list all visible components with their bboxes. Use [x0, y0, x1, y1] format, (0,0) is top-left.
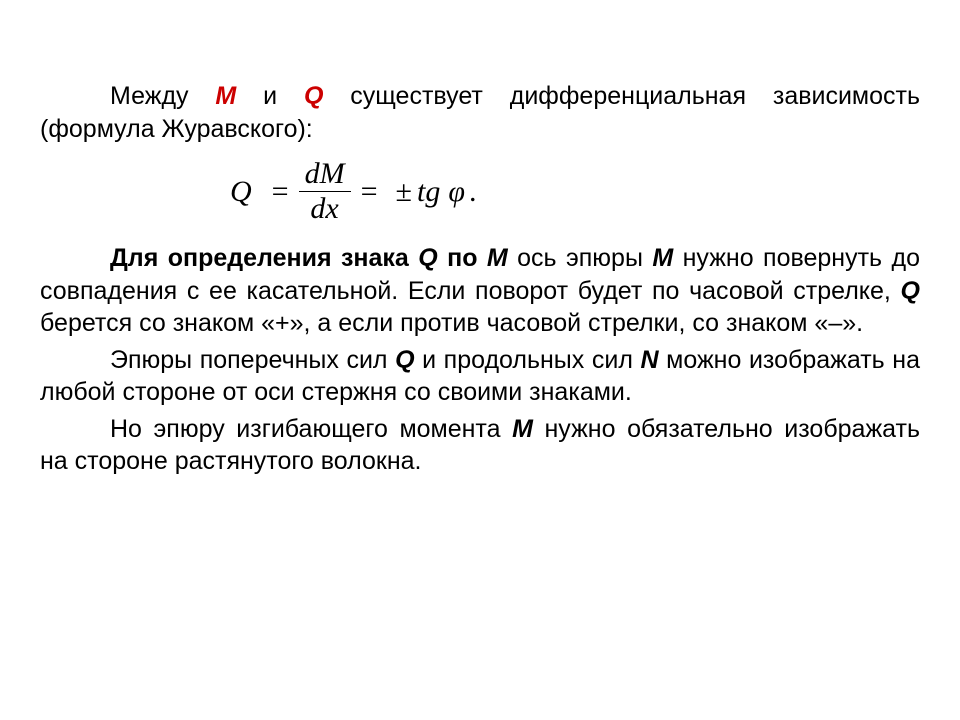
p1-pre: Между: [110, 82, 215, 110]
p2-M1: М: [487, 244, 508, 272]
p1-mid1: и: [236, 82, 304, 110]
paragraph-3: Эпюры поперечных сил Q и продольных сил …: [40, 344, 920, 409]
p3-lead: Эпюры поперечных сил: [110, 346, 395, 374]
paragraph-2: Для определения знака Q по М ось эпюры М…: [40, 242, 920, 340]
p3-N: N: [641, 346, 659, 374]
formula-Q: Q: [230, 172, 252, 211]
p2-Q2: Q: [901, 277, 920, 305]
p1-Q: Q: [304, 82, 323, 110]
p3-Q: Q: [395, 346, 414, 374]
p2-M2: М: [652, 244, 673, 272]
formula-den: dx: [304, 192, 344, 224]
formula-phi: φ: [448, 172, 465, 211]
p3-mid: и продольных сил: [415, 346, 641, 374]
formula-eq1: =: [272, 172, 289, 211]
formula-period: .: [469, 172, 477, 211]
formula-pm: ±: [396, 172, 412, 211]
p2-mid1: по: [438, 244, 487, 272]
formula-num: dM: [299, 159, 351, 191]
p2-rest2: берется со знаком «+», а если против час…: [40, 309, 863, 337]
p2-lead: Для определения знака: [110, 244, 418, 272]
document-page: Между М и Q существует дифференциальная …: [0, 0, 960, 518]
p1-M: М: [215, 82, 236, 110]
p4-M: М: [512, 415, 533, 443]
paragraph-1: Между М и Q существует дифференциальная …: [40, 80, 920, 145]
formula-fraction: dM dx: [299, 159, 351, 224]
p2-mid2: ось эпюры: [508, 244, 653, 272]
formula-eq2: =: [361, 172, 378, 211]
p2-Q1: Q: [418, 244, 437, 272]
p4-lead: Но эпюру изгибающего момента: [110, 415, 512, 443]
formula-zhurasky: Q = dM dx = ±tgφ.: [40, 159, 920, 224]
paragraph-4: Но эпюру изгибающего момента М нужно обя…: [40, 413, 920, 478]
formula-tg: tg: [417, 172, 440, 211]
